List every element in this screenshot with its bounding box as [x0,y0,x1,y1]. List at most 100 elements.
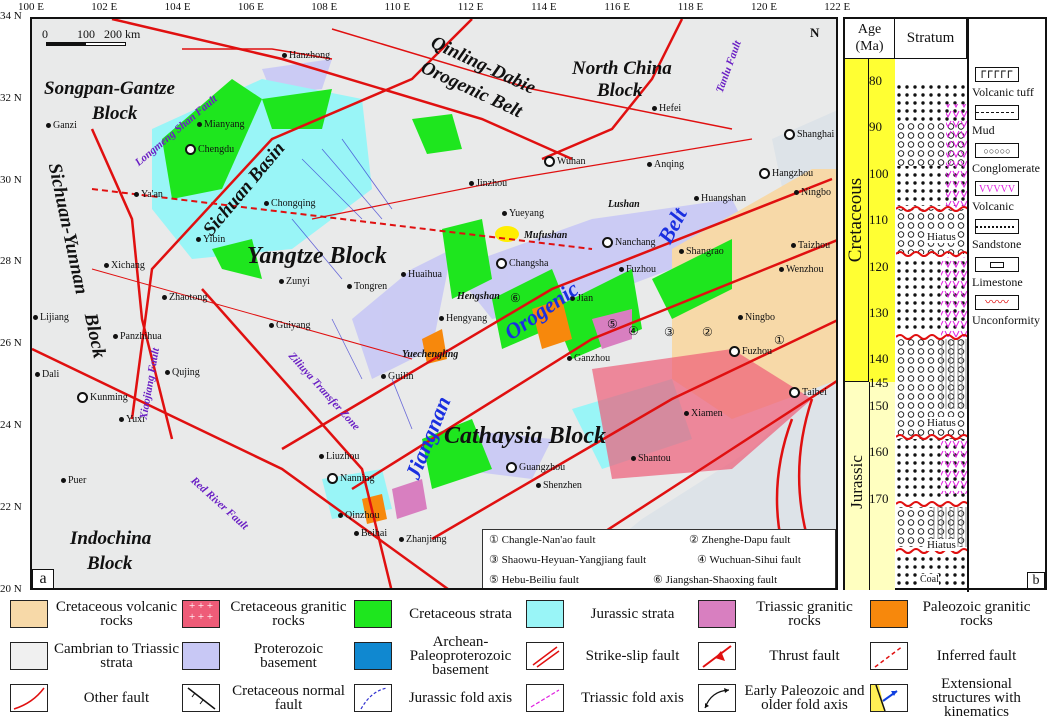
triassic-granite [392,309,632,519]
lat-tick: 32 N [0,91,22,104]
age-tick: 80 [869,73,882,88]
legend-label: Inferred fault [936,648,1017,664]
age-tick: 120 [869,258,889,274]
legend-swatch [698,684,736,712]
fault-number-legend: ① Changle-Nan'ao fault ② Zhenghe-Dapu fa… [482,529,836,588]
city-label: Shenzhen [536,480,582,491]
city-label: Puer [61,475,86,486]
legend-swatch [526,684,564,712]
legend-item: Other fault [10,677,179,719]
legend-label: Triassic granitic rocks [756,599,853,629]
age-header: Age (Ma) [845,19,895,59]
city-label: Mianyang [197,119,245,130]
fault-legend-6: ⑥ Jiangshan-Shaoxing fault [653,574,778,586]
legend-swatch [10,642,48,670]
panel-label-b: b [1027,572,1045,590]
lat-tick: 26 N [0,337,22,350]
age-tick: 160 [869,444,889,460]
age-tick: 110 [869,212,889,228]
legend-swatch [354,600,392,628]
legend-swatch [182,684,220,712]
city-label: Lijiang [33,312,69,323]
city-label: Xiamen [684,408,723,419]
lon-tick: 114 E [531,1,557,13]
legend-swatch [870,684,908,712]
legend-item: Cretaceous normal fault [182,677,351,719]
legend-item: Triassic fold axis [526,677,695,719]
legend-item: Thrust fault [698,635,867,677]
city-label: Yueyang [502,208,544,219]
lon-tick: 120 E [751,1,777,13]
legend-label: Thrust fault [769,648,840,664]
city-label: Wenzhou [779,264,824,275]
tectonic-block-label: Cathaysia Block [444,423,607,449]
city-label: Taizhou [791,240,830,251]
legend-label: Cambrian to Triassic strata [54,641,180,671]
legend-swatch [354,684,392,712]
legend-label: Extensional structures with kinematics [932,676,1021,720]
legend-swatch [354,642,392,670]
hiatus-label: Hiatus [927,539,956,551]
legend-label: Paleozoic granitic rocks [922,599,1031,629]
city-label: Ganzhou [567,353,610,364]
period-label: Cretaceous [845,177,866,263]
lithology-label: Volcanic tuff [972,85,1034,99]
lat-tick: 30 N [0,173,22,186]
city-label: Ganzi [46,120,77,131]
lat-tick: 24 N [0,419,22,431]
legend-swatch [526,642,564,670]
lat-tick: 34 N [0,10,22,22]
legend-item: Cambrian to Triassic strata [10,635,179,677]
lat-tick: 20 N [0,582,22,595]
legend-item: Jurassic fold axis [354,677,523,719]
lithology-label: Conglomerate [972,161,1040,175]
north-arrow: N [810,25,820,40]
tectonic-block-label: Yangtze Block [247,243,387,269]
map-geology [32,19,836,588]
lon-tick: 122 E [824,1,851,13]
lithology-swatch: 〰〰 [975,295,1019,310]
legend-item: Jurassic strata [526,593,695,635]
city-label: Panzhihua [113,331,162,342]
city-label: Chongqing [264,198,315,209]
legend-swatch [870,642,908,670]
stratum-column-graphic [896,81,967,590]
age-tick: 140 [869,351,889,367]
locality-label: Mufushan [524,230,568,241]
city-label: Zunyi [279,276,310,287]
legend-label: Triassic fold axis [581,690,684,706]
city-label: Qujing [165,367,200,378]
city-label: Anqing [647,159,684,170]
lon-tick: 116 E [604,1,630,13]
period-label: Jurassic [847,455,866,509]
tectonic-block-label: Songpan-Gantze [44,78,175,99]
fault-number-marker: ⑤ [607,317,618,331]
legend-item: Triassic granitic rocks [698,593,867,635]
fault-legend-1: ① Changle-Nan'ao fault [489,534,596,546]
city-label: Yuxi [119,414,145,425]
age-tick: 145 [869,374,889,390]
lithology-label: Sandstone [972,237,1022,251]
lon-tick: 110 E [384,1,411,13]
period-cretaceous: Cretaceous [845,59,869,382]
lat-tick: 22 N [0,500,22,513]
city-label: Hangzhou [759,168,813,179]
legend-label: Strike-slip fault [585,648,680,664]
lithology-swatch: ᒥᒥᒥᒥᒥ [975,67,1019,82]
city-label: Guiyang [269,320,310,331]
lithology-swatch [975,219,1019,234]
city-label: Ningbo [794,187,831,198]
lon-tick: 118 E [677,1,704,13]
legend-item: Early Paleozoic and older fold axis [698,677,867,719]
city-label: Tongren [347,281,387,292]
legend-swatch [870,600,908,628]
legend-label: Cretaceous granitic rocks [230,599,347,629]
city-label: Fuzhou [619,264,656,275]
city-label: Wuhan [544,156,585,167]
legend-swatch [698,642,736,670]
legend-item: Cretaceous volcanic rocks [10,593,179,635]
city-label: Liuzhou [319,451,359,462]
lat-tick: 28 N [0,255,22,268]
lithology-swatch [975,257,1019,272]
fault-legend-4: ④ Wuchuan-Sihui fault [697,554,801,566]
